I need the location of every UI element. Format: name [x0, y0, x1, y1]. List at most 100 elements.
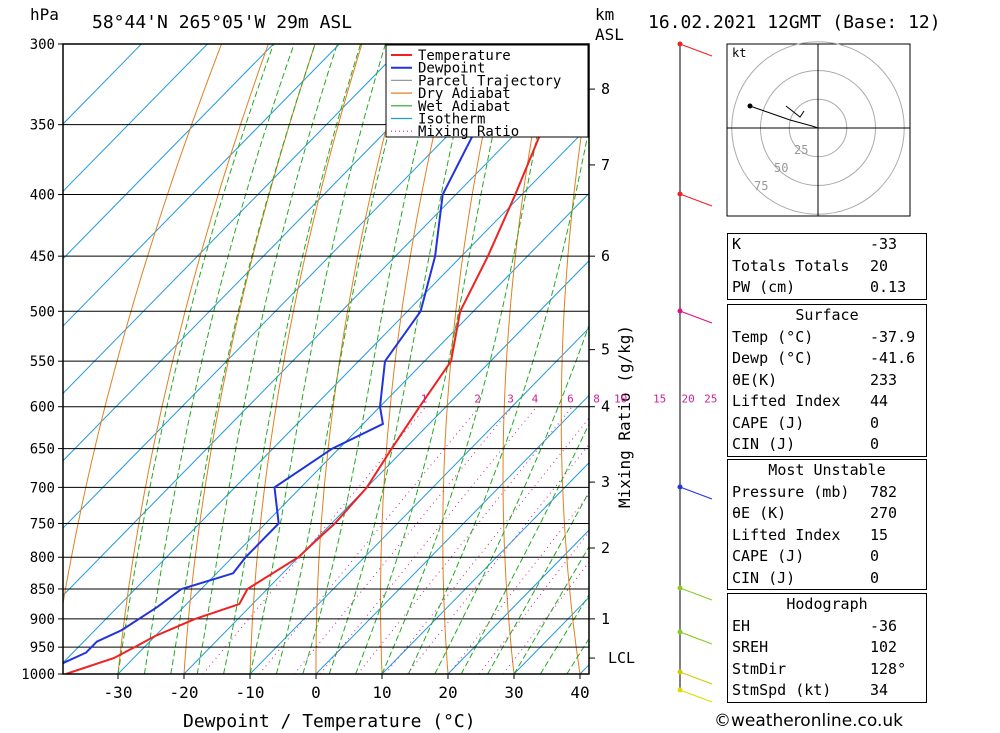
hodograph-ring-label: 75 — [754, 179, 768, 193]
surface-label: Dewp (°C) — [732, 349, 814, 367]
wind-barb — [679, 631, 713, 645]
wind-barb — [679, 310, 713, 324]
mixing-ratio-line — [478, 530, 589, 674]
surface-value: 44 — [870, 392, 889, 410]
hodograph-ring-label: 25 — [794, 143, 808, 157]
surface-value: -37.9 — [870, 327, 916, 346]
pressure-tick-label: 900 — [30, 612, 55, 628]
index-label: K — [732, 235, 742, 253]
surface-row: Dewp (°C) -41.6 — [728, 348, 926, 370]
surface-value: 233 — [870, 370, 898, 389]
surface-value: 0 — [870, 413, 880, 432]
pressure-tick-label: 850 — [30, 582, 55, 598]
wet-adiabat-line — [513, 545, 589, 674]
indices-surface: Surface Temp (°C) -37.9 Dewp (°C) -41.6 θE(K… — [727, 304, 927, 457]
axes: 3003504004505005506006507007508008509009… — [21, 37, 635, 702]
hodograph-index-value: 128° — [870, 659, 907, 678]
wind-barb — [679, 671, 713, 685]
most-unstable-value: 0 — [870, 568, 880, 587]
legend-entry: Mixing Ratio — [418, 124, 519, 140]
dry-adiabat-line — [63, 44, 222, 607]
isotherm-line — [63, 44, 274, 260]
pressure-tick-label: 350 — [30, 118, 55, 134]
isotherm-line — [63, 44, 340, 327]
most-unstable-label: Pressure (mb) — [732, 482, 850, 501]
most-unstable-row: θE (K) 270 — [728, 503, 926, 525]
dry-adiabat-line — [117, 44, 269, 674]
height-tick-label: 8 — [601, 80, 610, 98]
mixing-ratio-tick-label: 10 — [614, 393, 627, 406]
surface-value: -41.6 — [870, 349, 916, 367]
isotherm-line — [63, 57, 589, 597]
most-unstable-row: CIN (J) 0 — [728, 568, 926, 590]
mixing-ratio-line — [448, 493, 589, 674]
surface-value: 0 — [870, 435, 880, 453]
hodograph-point — [747, 103, 753, 109]
mixing-ratio-tick-label: 2 — [474, 393, 481, 406]
legend-entry: Dewpoint — [418, 61, 485, 77]
most-unstable-value: 270 — [870, 504, 898, 522]
pressure-tick-label: 550 — [30, 354, 55, 370]
hodograph-index-label: EH — [732, 616, 751, 635]
mixing-ratio-line — [259, 406, 480, 674]
hodograph: kt 25 50 75 — [726, 41, 911, 217]
isotherm-line — [63, 44, 406, 395]
pressure-tick-label: 650 — [30, 442, 55, 458]
surface-label: CAPE (J) — [732, 413, 805, 432]
most-unstable-value: 15 — [870, 525, 889, 544]
isotherm-line — [183, 260, 589, 674]
legend-entry: Dry Adiabat — [418, 86, 511, 102]
dry-adiabat-line — [672, 44, 712, 674]
index-value: 20 — [870, 256, 889, 275]
indices-hodograph: Hodograph EH -36 SREH 102 StmDir 128° StmSpd (… — [727, 593, 927, 703]
wind-profile — [677, 41, 713, 703]
mixing-ratio-line — [502, 561, 589, 674]
wet-adiabat-line — [434, 323, 589, 674]
isotherm-line — [63, 44, 142, 125]
mixing-ratio-line — [357, 406, 573, 674]
most-unstable-row: CAPE (J) 0 — [728, 546, 926, 568]
most-unstable-title: Most Unstable — [768, 461, 886, 479]
surface-row: Lifted Index 44 — [728, 391, 926, 413]
isotherm-line — [381, 462, 589, 674]
isotherm-line — [447, 529, 589, 674]
height-unit-bottom: ASL — [595, 25, 624, 44]
height-tick-label: LCL — [608, 649, 635, 667]
pressure-tick-label: 450 — [30, 249, 55, 265]
wet-adiabat-line — [487, 490, 589, 674]
legend-entry: Isotherm — [418, 112, 485, 128]
hodograph-index-value: -36 — [870, 616, 898, 635]
dewpoint-line — [63, 44, 585, 665]
hodograph-index-row: StmSpd (kt) 34 — [728, 680, 926, 702]
temp-tick-label: 40 — [570, 683, 589, 702]
hodograph-index-label: StmDir — [732, 659, 787, 678]
surface-label: θE(K) — [732, 370, 778, 389]
temp-tick-label: -20 — [170, 683, 199, 702]
legend-box — [385, 44, 589, 138]
legend-entry: Wet Adiabat — [418, 99, 511, 115]
legend-entry: Parcel Trajectory — [418, 73, 561, 89]
hodograph-title: Hodograph — [786, 595, 868, 613]
isotherm-line — [63, 125, 589, 664]
most-unstable-label: CAPE (J) — [732, 547, 805, 565]
isotherm-line — [249, 327, 589, 674]
hodograph-trace — [749, 105, 819, 129]
pressure-tick-label: 800 — [30, 550, 55, 566]
pressure-tick-label: 700 — [30, 480, 55, 496]
height-tick-label: 1 — [601, 610, 610, 628]
index-label: Totals Totals — [732, 256, 850, 275]
surface-label: CIN (J) — [732, 435, 796, 453]
wet-adiabat-line — [196, 44, 338, 674]
indices-most-unstable: Most Unstable Pressure (mb) 782 θE (K) 270 L… — [727, 459, 927, 590]
credit-text: ©weatheronline.co.uk — [714, 711, 904, 731]
mixing-ratio-tick-label: 8 — [593, 393, 600, 406]
wind-barb — [679, 689, 713, 703]
index-row: PW (cm) 0.13 — [728, 277, 926, 299]
isotherm-line — [117, 192, 589, 674]
temp-tick-label: 30 — [504, 683, 523, 702]
wet-adiabat-line — [117, 44, 275, 674]
height-tick-label: 7 — [601, 156, 610, 174]
index-value: -33 — [870, 235, 898, 253]
hodograph-index-row: StmDir 128° — [728, 659, 926, 681]
